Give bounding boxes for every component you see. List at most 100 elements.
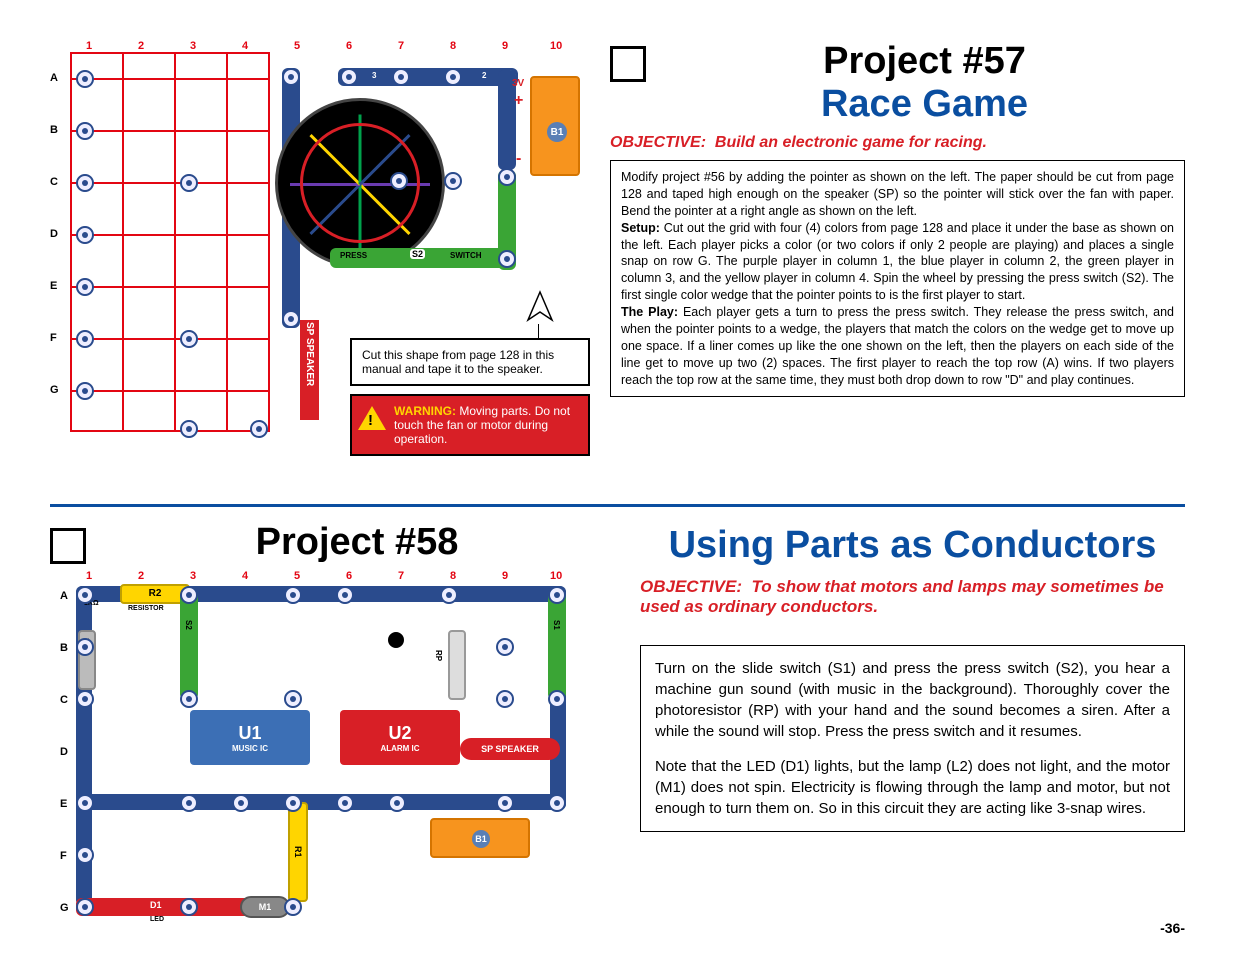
snap-node bbox=[388, 794, 406, 812]
row-g: G bbox=[60, 902, 69, 914]
grid-line bbox=[70, 52, 72, 432]
grid-line bbox=[70, 78, 270, 80]
grid-line bbox=[70, 390, 270, 392]
snap-node bbox=[76, 794, 94, 812]
col-8: 8 bbox=[450, 570, 456, 582]
col-5: 5 bbox=[294, 570, 300, 582]
col-9: 9 bbox=[502, 570, 508, 582]
grid-line bbox=[70, 430, 270, 432]
callout-text: Cut this shape from page 128 in this man… bbox=[362, 348, 554, 376]
objective-label: OBJECTIVE: bbox=[640, 577, 742, 596]
snap-node bbox=[496, 690, 514, 708]
snap-node bbox=[180, 330, 198, 348]
project-58-diagram: 1 2 3 4 5 6 7 8 9 10 A B C D E F G bbox=[60, 570, 600, 950]
snap-node bbox=[282, 68, 300, 86]
project-58-text: Using Parts as Conductors OBJECTIVE: To … bbox=[640, 521, 1185, 950]
snap-node bbox=[76, 690, 94, 708]
col-10: 10 bbox=[550, 40, 562, 52]
s2-label: S2 bbox=[184, 620, 193, 630]
s1-label: S1 bbox=[552, 620, 561, 630]
row-a: A bbox=[50, 72, 58, 84]
instructions-box: Modify project #56 by adding the pointer… bbox=[610, 160, 1185, 397]
page-number: -36- bbox=[1160, 920, 1185, 936]
speaker-sp: SP SPEAKER bbox=[300, 320, 319, 420]
grid-line bbox=[70, 338, 270, 340]
d1-sub: LED bbox=[150, 916, 164, 923]
rp-label: RP bbox=[434, 650, 443, 661]
b1-label: B1 bbox=[547, 122, 567, 142]
snap-node bbox=[250, 420, 268, 438]
page: 1 2 3 4 5 6 7 8 9 10 A B C D E F G bbox=[50, 40, 1185, 950]
u1-sub: MUSIC IC bbox=[232, 744, 268, 753]
row-c: C bbox=[60, 694, 68, 706]
wire-3 bbox=[338, 68, 518, 86]
row-e: E bbox=[60, 798, 67, 810]
row-f: F bbox=[60, 850, 67, 862]
snap-node bbox=[284, 586, 302, 604]
row-e: E bbox=[50, 280, 57, 292]
wire-e bbox=[76, 794, 566, 810]
project-number: Project #58 bbox=[104, 521, 610, 564]
snap-node bbox=[284, 794, 302, 812]
col-3: 3 bbox=[190, 570, 196, 582]
grid-line bbox=[268, 52, 270, 432]
snap-node bbox=[498, 250, 516, 268]
motor-m1-node bbox=[388, 632, 404, 648]
col-6: 6 bbox=[346, 570, 352, 582]
grid-line bbox=[70, 234, 270, 236]
snap-node bbox=[548, 794, 566, 812]
snap-node bbox=[76, 174, 94, 192]
setup-text: Cut out the grid with four (4) colors fr… bbox=[621, 221, 1174, 303]
snap-node bbox=[496, 794, 514, 812]
sp-label: SP SPEAKER bbox=[481, 744, 539, 754]
project-number: Project #57 bbox=[664, 40, 1185, 83]
snap-node bbox=[180, 898, 198, 916]
wire-num: 3 bbox=[370, 71, 378, 80]
snap-node bbox=[392, 68, 410, 86]
r1-label: R1 bbox=[293, 846, 303, 858]
setup-label: Setup: bbox=[621, 221, 660, 235]
battery-voltage: 3V bbox=[512, 78, 524, 89]
snap-node bbox=[180, 690, 198, 708]
objective: OBJECTIVE: Build an electronic game for … bbox=[610, 134, 1185, 152]
col-8: 8 bbox=[450, 40, 456, 52]
speaker-sp: SP SPEAKER bbox=[460, 738, 560, 760]
d1-label: D1 bbox=[150, 900, 162, 910]
snap-node bbox=[180, 586, 198, 604]
project-58-left: Project #58 1 2 3 4 5 6 7 8 9 10 A B C D bbox=[50, 521, 610, 950]
checkbox[interactable] bbox=[610, 46, 646, 82]
row-d: D bbox=[50, 228, 58, 240]
snap-node bbox=[284, 690, 302, 708]
snap-node bbox=[498, 168, 516, 186]
snap-node bbox=[444, 172, 462, 190]
snap-node bbox=[232, 794, 250, 812]
u1-label: U1 bbox=[238, 723, 261, 744]
warning-label: WARNING: bbox=[394, 404, 456, 418]
snap-node bbox=[336, 794, 354, 812]
checkbox[interactable] bbox=[50, 528, 86, 564]
objective-label: OBJECTIVE: bbox=[610, 134, 706, 151]
pointer-icon bbox=[520, 290, 560, 330]
s2-label: S2 bbox=[410, 249, 425, 259]
grid-line bbox=[70, 52, 270, 54]
row-a: A bbox=[60, 590, 68, 602]
col-7: 7 bbox=[398, 40, 404, 52]
snap-node bbox=[76, 122, 94, 140]
project-58-section: Project #58 1 2 3 4 5 6 7 8 9 10 A B C D bbox=[50, 521, 1185, 950]
row-b: B bbox=[60, 642, 68, 654]
warning-icon bbox=[358, 406, 386, 430]
col-7: 7 bbox=[398, 570, 404, 582]
snap-node bbox=[76, 846, 94, 864]
title-row: Project #57 Race Game bbox=[610, 40, 1185, 126]
col-2: 2 bbox=[138, 570, 144, 582]
snap-node bbox=[180, 794, 198, 812]
grid-line bbox=[70, 286, 270, 288]
snap-node bbox=[76, 898, 94, 916]
snap-node bbox=[76, 586, 94, 604]
row-c: C bbox=[50, 176, 58, 188]
switch-label: SWITCH bbox=[450, 251, 482, 260]
grid-line bbox=[226, 52, 228, 432]
callout-box: Cut this shape from page 128 in this man… bbox=[350, 338, 590, 386]
slide-switch-s1 bbox=[548, 590, 566, 700]
snap-node bbox=[76, 70, 94, 88]
